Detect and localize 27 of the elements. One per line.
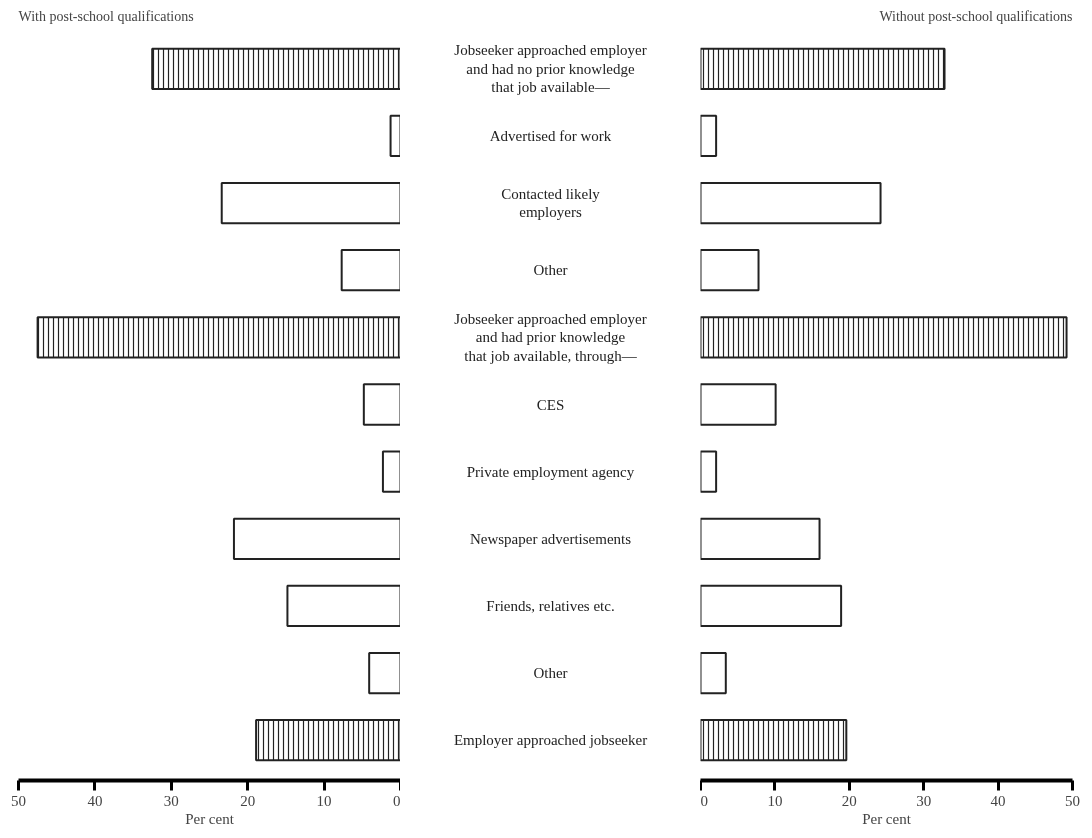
- category-label: Employer approached jobseeker: [453, 732, 648, 749]
- x-axis-title: Per cent: [862, 810, 912, 827]
- x-tick-label: 50: [11, 792, 26, 809]
- chart-title: Without post-school qualifications: [879, 8, 1073, 24]
- x-tick-label: 0: [393, 792, 401, 809]
- x-tick-label: 0: [700, 792, 708, 809]
- category-label: Contacted likely employers: [501, 185, 600, 221]
- x-tick-label: 40: [990, 792, 1006, 809]
- category-label: Other: [533, 262, 568, 279]
- x-axis-title: Per cent: [185, 810, 235, 827]
- category-label: Advertised for work: [489, 127, 612, 144]
- x-tick-label: 30: [163, 792, 179, 809]
- x-tick-label: 10: [767, 792, 783, 809]
- x-tick-label: 50: [1065, 792, 1080, 809]
- category-label: Private employment agency: [466, 463, 635, 480]
- category-label: Jobseeker approached employer and had prior knowledge that job available, through—: [454, 310, 647, 364]
- category-label: CES: [536, 396, 565, 413]
- category-label: Other: [533, 665, 568, 682]
- x-tick-label: 40: [87, 792, 103, 809]
- chart-title: With post-school qualifications: [18, 8, 194, 24]
- x-tick-label: 30: [916, 792, 932, 809]
- x-tick-label: 20: [841, 792, 857, 809]
- category-label: Friends, relatives etc.: [486, 597, 615, 614]
- x-tick-label: 20: [240, 792, 256, 809]
- category-label: Newspaper advertisements: [469, 530, 632, 547]
- x-tick-label: 10: [316, 792, 332, 809]
- category-label: Jobseeker approached employer and had no prior knowledge that job available—: [454, 42, 647, 96]
